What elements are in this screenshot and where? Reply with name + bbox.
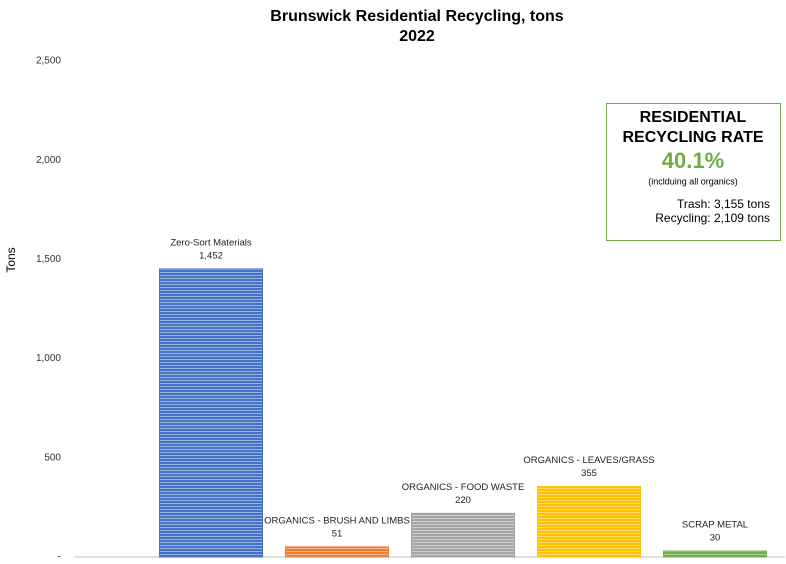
annotation-rate: 40.1%: [662, 148, 724, 173]
y-tick-label: 1,000: [36, 353, 61, 364]
annotation-note: (inclduing all organics): [648, 176, 738, 186]
data-label-category: ORGANICS - LEAVES/GRASS: [523, 455, 654, 466]
chart-title: Brunswick Residential Recycling, tons: [270, 8, 564, 25]
bar: [159, 268, 263, 558]
annotation-line: Trash: 3,155 tons: [677, 197, 770, 211]
chart-title: 2022: [399, 28, 435, 45]
data-label-category: ORGANICS - BRUSH AND LIMBS: [264, 515, 410, 526]
bar: [411, 512, 515, 558]
data-label-category: ORGANICS - FOOD WASTE: [402, 482, 525, 493]
annotation-title: RECYCLING RATE: [622, 129, 763, 146]
data-label: 30: [710, 533, 721, 544]
y-axis-label: Tons: [4, 247, 18, 272]
y-tick-label: 500: [44, 452, 61, 463]
y-tick-label: -: [58, 552, 61, 563]
data-label: 220: [455, 495, 471, 506]
bar: [537, 486, 641, 558]
y-tick-label: 2,000: [36, 155, 61, 166]
bar: [663, 550, 767, 558]
data-label-category: SCRAP METAL: [682, 520, 748, 531]
data-label-category: Zero-Sort Materials: [170, 237, 252, 248]
bar: [285, 546, 389, 558]
annotation-box: [606, 103, 781, 241]
data-label: 51: [332, 528, 343, 539]
annotation-line: Recycling: 2,109 tons: [655, 211, 770, 225]
annotation-title: RESIDENTIAL: [640, 109, 747, 126]
data-label: 355: [581, 468, 597, 479]
y-tick-label: 2,500: [36, 56, 61, 67]
data-label: 1,452: [199, 250, 223, 261]
y-tick-label: 1,500: [36, 254, 61, 265]
